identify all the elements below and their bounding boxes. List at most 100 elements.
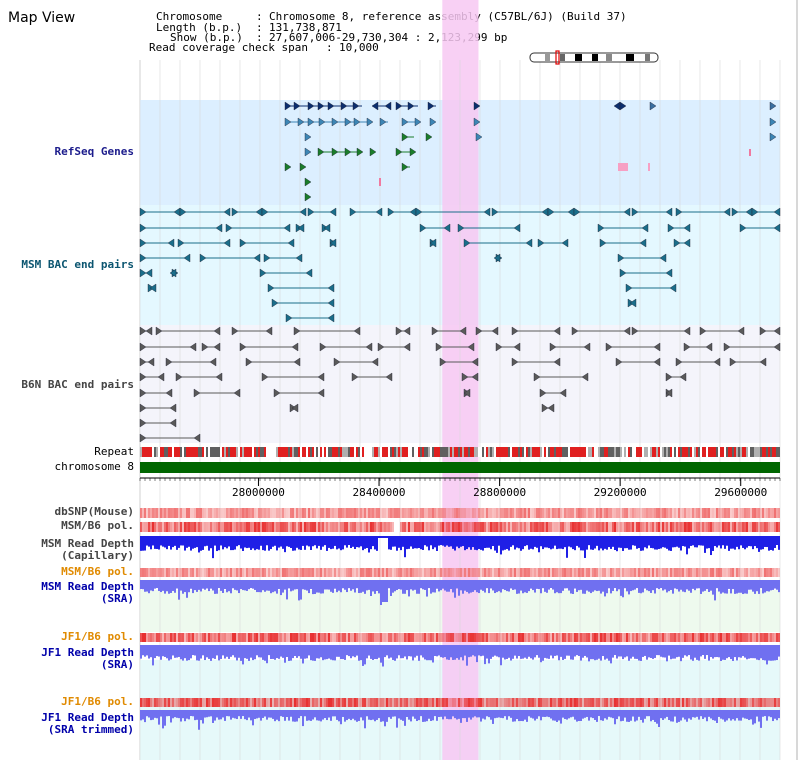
depth-bar xyxy=(188,536,190,547)
strip-cell xyxy=(238,522,240,532)
strip-cell xyxy=(212,698,214,707)
depth-bar xyxy=(260,645,262,658)
strip-cell xyxy=(650,633,652,642)
depth-bar xyxy=(194,580,196,591)
strip-cell xyxy=(664,568,666,577)
depth-bar xyxy=(406,710,408,717)
repeat-block xyxy=(622,447,624,457)
strip-cell xyxy=(156,568,158,577)
strip-cell xyxy=(240,522,242,532)
strip-cell xyxy=(476,633,478,642)
depth-bar xyxy=(572,580,574,594)
strip-cell xyxy=(440,522,442,532)
repeat-block xyxy=(690,447,692,457)
repeat-block xyxy=(356,447,358,457)
depth-bar xyxy=(144,645,146,657)
depth-bar xyxy=(378,536,380,538)
b6n-bac-pair-end xyxy=(615,357,623,367)
strip-cell xyxy=(210,568,212,577)
strip-cell xyxy=(532,568,534,577)
repeat-block xyxy=(636,447,638,457)
strip-cell xyxy=(208,633,210,642)
strip-cell xyxy=(434,698,436,707)
strip-cell xyxy=(286,508,288,518)
repeat-block xyxy=(520,447,522,457)
strip-cell xyxy=(742,633,744,642)
depth-bar xyxy=(622,536,624,551)
b6n-bac-pair-end xyxy=(495,342,503,352)
msm-bac-pair-end xyxy=(659,253,667,263)
strip-cell xyxy=(368,698,370,707)
strip-cell xyxy=(728,508,730,518)
label-repeat: Repeat xyxy=(94,445,134,458)
strip-cell xyxy=(504,698,506,707)
strip-cell xyxy=(302,698,304,707)
strip-cell xyxy=(308,698,310,707)
strip-cell xyxy=(178,568,180,577)
depth-bar xyxy=(478,710,480,718)
depth-bar xyxy=(704,536,706,553)
strip-cell xyxy=(764,698,766,707)
depth-bar xyxy=(154,536,156,549)
strip-cell xyxy=(186,633,188,642)
label-msm-b6-pol-2: MSM/B6 pol. xyxy=(61,565,134,578)
msm-bac-pair-end xyxy=(547,207,555,217)
repeat-block xyxy=(476,447,478,457)
b6n-bac-pair-end xyxy=(463,388,471,398)
repeat-block xyxy=(316,447,318,457)
repeat-block xyxy=(174,447,176,457)
depth-bar xyxy=(778,710,780,719)
depth-bar xyxy=(292,645,294,659)
strip-cell xyxy=(462,508,464,518)
strip-cell xyxy=(716,522,718,532)
strip-cell xyxy=(282,568,284,577)
depth-bar xyxy=(146,645,148,656)
strip-cell xyxy=(234,568,236,577)
page-title: Map View xyxy=(8,10,76,26)
strip-cell xyxy=(278,633,280,642)
repeat-block xyxy=(270,447,272,457)
depth-bar xyxy=(286,580,288,600)
gene-exon xyxy=(307,101,315,111)
repeat-block xyxy=(678,447,680,457)
depth-bar xyxy=(226,710,228,717)
strip-cell xyxy=(542,633,544,642)
depth-bar xyxy=(674,536,676,548)
depth-bar xyxy=(440,536,442,546)
depth-bar xyxy=(206,645,208,658)
strip-cell xyxy=(494,508,496,518)
strip-cell xyxy=(350,522,352,532)
strip-cell xyxy=(446,508,448,518)
repeat-block xyxy=(676,447,678,457)
strip-cell xyxy=(190,508,192,518)
gene-exon xyxy=(297,117,305,127)
strip-cell xyxy=(614,568,616,577)
strip-cell xyxy=(394,698,396,707)
strip-cell xyxy=(254,633,256,642)
strip-cell xyxy=(390,568,392,577)
depth-bar xyxy=(242,580,244,591)
gene-exon xyxy=(299,162,307,172)
strip-cell xyxy=(236,522,238,532)
depth-bar xyxy=(438,536,440,546)
depth-bar xyxy=(568,580,570,591)
b6n-bac-pair-end xyxy=(431,326,439,336)
depth-bar xyxy=(510,536,512,547)
strip-cell xyxy=(416,698,418,707)
b6n-bac-pair-end xyxy=(439,357,447,367)
strip-cell xyxy=(744,633,746,642)
depth-bar xyxy=(198,645,200,661)
strip-cell xyxy=(508,568,510,577)
depth-bar xyxy=(286,645,288,658)
strip-cell xyxy=(388,522,390,532)
strip-cell xyxy=(410,508,412,518)
depth-bar xyxy=(700,580,702,594)
strip-cell xyxy=(486,508,488,518)
depth-bar xyxy=(488,536,490,548)
strip-cell xyxy=(308,633,310,642)
depth-bar xyxy=(692,710,694,718)
strip-cell xyxy=(442,698,444,707)
strip-cell xyxy=(550,568,552,577)
strip-cell xyxy=(770,522,772,532)
